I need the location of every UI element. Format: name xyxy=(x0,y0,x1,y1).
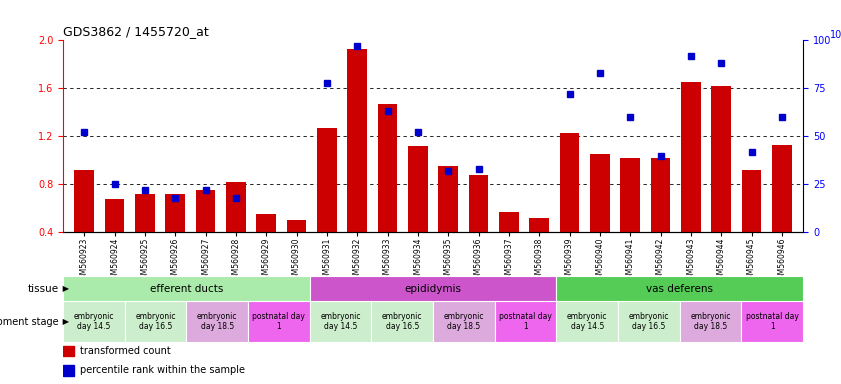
Text: epididymis: epididymis xyxy=(405,284,462,294)
Bar xyxy=(63,276,309,301)
Bar xyxy=(680,301,742,342)
Text: postnatal day
1: postnatal day 1 xyxy=(252,312,305,331)
Bar xyxy=(711,86,731,232)
Bar xyxy=(63,301,124,342)
Bar xyxy=(287,220,306,232)
Text: postnatal day
1: postnatal day 1 xyxy=(500,312,552,331)
Text: embryonic
day 16.5: embryonic day 16.5 xyxy=(382,312,422,331)
Text: percentile rank within the sample: percentile rank within the sample xyxy=(80,365,245,375)
Bar xyxy=(63,365,73,376)
Bar xyxy=(560,133,579,232)
Bar xyxy=(530,218,549,232)
Text: postnatal day
1: postnatal day 1 xyxy=(746,312,799,331)
Bar xyxy=(468,175,489,232)
Bar xyxy=(105,199,124,232)
Bar xyxy=(257,214,276,232)
Text: tissue: tissue xyxy=(28,284,59,294)
Bar xyxy=(772,145,791,232)
Bar xyxy=(317,128,336,232)
Bar xyxy=(499,212,519,232)
Bar xyxy=(309,276,557,301)
Text: embryonic
day 18.5: embryonic day 18.5 xyxy=(690,312,731,331)
Text: efferent ducts: efferent ducts xyxy=(150,284,223,294)
Text: ▶: ▶ xyxy=(60,285,69,293)
Bar xyxy=(495,301,557,342)
Bar xyxy=(681,82,701,232)
Bar xyxy=(742,170,761,232)
Text: embryonic
day 14.5: embryonic day 14.5 xyxy=(567,312,607,331)
Bar xyxy=(135,194,155,232)
Text: GDS3862 / 1455720_at: GDS3862 / 1455720_at xyxy=(63,25,209,38)
Bar xyxy=(309,301,372,342)
Text: embryonic
day 16.5: embryonic day 16.5 xyxy=(135,312,176,331)
Bar xyxy=(557,276,803,301)
Bar xyxy=(248,301,309,342)
Bar xyxy=(408,146,428,232)
Bar xyxy=(124,301,187,342)
Bar xyxy=(618,301,680,342)
Bar xyxy=(75,170,94,232)
Y-axis label: 100%: 100% xyxy=(830,30,841,40)
Bar xyxy=(621,158,640,232)
Bar xyxy=(651,158,670,232)
Text: embryonic
day 14.5: embryonic day 14.5 xyxy=(74,312,114,331)
Bar xyxy=(438,166,458,232)
Text: embryonic
day 14.5: embryonic day 14.5 xyxy=(320,312,361,331)
Text: vas deferens: vas deferens xyxy=(646,284,713,294)
Bar xyxy=(166,194,185,232)
Bar xyxy=(557,301,618,342)
Text: embryonic
day 16.5: embryonic day 16.5 xyxy=(629,312,669,331)
Bar xyxy=(347,49,368,232)
Text: ▶: ▶ xyxy=(60,317,69,326)
Text: transformed count: transformed count xyxy=(80,346,171,356)
Bar xyxy=(63,346,73,356)
Bar xyxy=(226,182,246,232)
Bar xyxy=(187,301,248,342)
Bar xyxy=(196,190,215,232)
Bar xyxy=(590,154,610,232)
Text: development stage: development stage xyxy=(0,316,59,327)
Bar xyxy=(372,301,433,342)
Bar xyxy=(433,301,495,342)
Text: embryonic
day 18.5: embryonic day 18.5 xyxy=(444,312,484,331)
Bar xyxy=(378,104,398,232)
Text: embryonic
day 18.5: embryonic day 18.5 xyxy=(197,312,237,331)
Bar xyxy=(742,301,803,342)
